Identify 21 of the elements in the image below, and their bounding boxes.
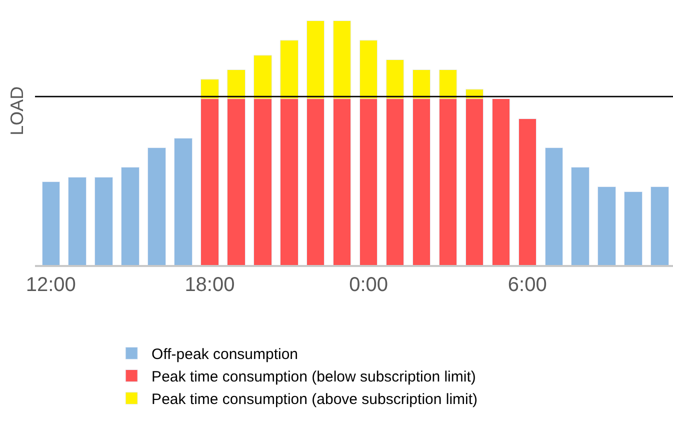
bar [518,118,537,265]
bar [42,182,60,265]
bar [650,186,669,265]
bar [121,167,140,265]
bar [94,176,113,265]
bar [492,98,510,265]
x-tick-label: 0:00 [349,274,388,296]
legend-label: Off-peak consumption [152,346,298,364]
bar [624,192,642,265]
legend-label: Peak time consumption (below subscription limit) [152,368,476,386]
bar [544,148,563,265]
x-tick-label: 12:00 [26,274,76,296]
bar [68,176,86,265]
y-axis-title: LOAD [6,86,27,136]
legend-label: Peak time consumption (above subscription limit) [152,391,478,408]
bar [174,138,192,265]
x-tick-label: 6:00 [508,274,547,296]
bar [598,186,616,265]
bar [571,167,590,265]
bar [148,148,166,265]
x-tick-label: 18:00 [184,274,235,296]
